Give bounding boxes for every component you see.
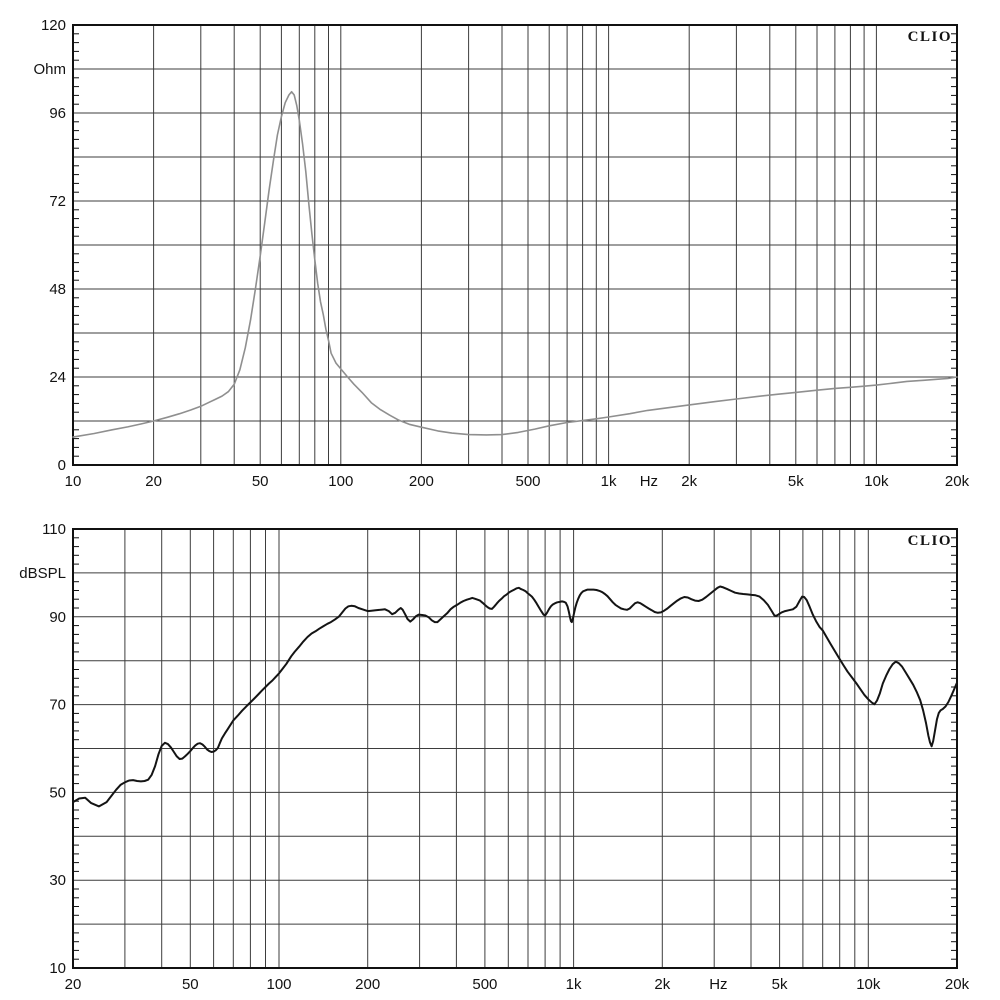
x-tick-label: 50 (182, 976, 199, 993)
x-tick-label: 20 (65, 976, 82, 993)
x-tick-label: 10k (864, 473, 889, 490)
chart-frequency-response: 110 90 70 50 30 10 dBSPL 20 50 100 200 500 1k 2k Hz 5k 1… (19, 521, 969, 993)
y-tick-label: 70 (49, 697, 66, 714)
y-axis-unit-label: Ohm (33, 61, 66, 78)
y-tick-label: 96 (49, 105, 66, 122)
x-tick-label: 200 (355, 976, 380, 993)
y-axis-unit-label: dBSPL (19, 565, 66, 582)
x-tick-label: 5k (788, 473, 804, 490)
clio-logo: CLIO (908, 29, 952, 45)
y-axis-labels: 120 96 72 48 24 0 (41, 17, 66, 474)
x-tick-label: 50 (252, 473, 269, 490)
y-tick-label: 50 (49, 784, 66, 801)
gridlines (73, 529, 957, 968)
x-tick-label: 5k (772, 976, 788, 993)
impedance-curve (72, 90, 958, 438)
frequency-response-curve (72, 585, 958, 808)
y-tick-label: 120 (41, 17, 66, 34)
clio-logo: CLIO (908, 533, 952, 549)
x-tick-label: 20 (145, 473, 162, 490)
y-tick-label: 30 (49, 872, 66, 889)
x-tick-label: 500 (515, 473, 540, 490)
x-tick-label: 10k (856, 976, 881, 993)
y-tick-label: 24 (49, 369, 66, 386)
x-tick-label: 100 (328, 473, 353, 490)
x-tick-label: 1k (566, 976, 582, 993)
x-tick-label: 200 (409, 473, 434, 490)
y-tick-label: 90 (49, 609, 66, 626)
x-tick-label: 1k (601, 473, 617, 490)
x-tick-label: 10 (65, 473, 82, 490)
y-tick-label: 10 (49, 960, 66, 977)
x-tick-label: 500 (472, 976, 497, 993)
x-tick-label: 2k (681, 473, 697, 490)
x-axis-labels: 10 20 50 100 200 500 1k Hz 2k 5k 10k 20k (65, 473, 970, 490)
y-tick-label: 48 (49, 281, 66, 298)
x-axis-unit-label: Hz (640, 473, 658, 490)
y-tick-label: 0 (58, 457, 66, 474)
x-tick-label: 20k (945, 976, 970, 993)
y-tick-label: 72 (49, 193, 66, 210)
x-tick-label: 2k (654, 976, 670, 993)
gridlines (73, 25, 957, 465)
x-axis-unit-label: Hz (709, 976, 727, 993)
x-tick-label: 20k (945, 473, 970, 490)
plot-border (72, 528, 958, 969)
x-axis-labels: 20 50 100 200 500 1k 2k Hz 5k 10k 20k (65, 976, 970, 993)
y-tick-label: 110 (42, 521, 66, 538)
y-axis-labels: 110 90 70 50 30 10 (42, 521, 66, 977)
x-tick-label: 100 (266, 976, 291, 993)
plot-border (72, 24, 958, 466)
